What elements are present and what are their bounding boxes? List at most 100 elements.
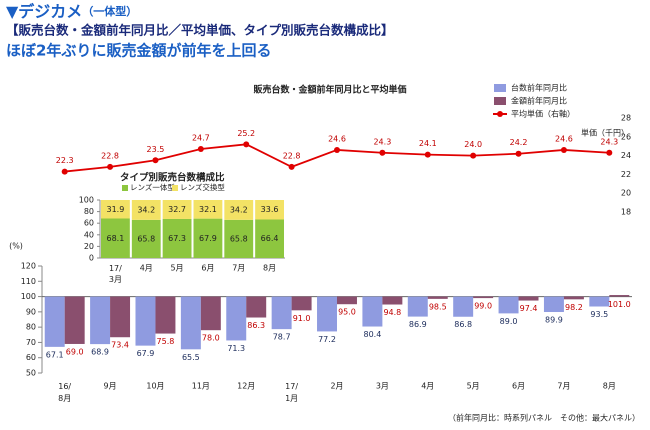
bar <box>473 296 494 299</box>
value-label: 33.6 <box>261 205 279 214</box>
stack-segment <box>255 200 284 220</box>
y-tick-label: 50 <box>26 369 36 378</box>
title-note: （一体型） <box>82 4 137 18</box>
bar <box>200 296 221 331</box>
value-label: 32.7 <box>168 205 186 214</box>
y-tick-label: 70 <box>26 338 36 347</box>
value-label: 91.0 <box>293 314 311 323</box>
x-tick-label: 10月 <box>146 382 164 391</box>
bar <box>337 296 357 305</box>
bar <box>453 296 474 317</box>
value-label: 68.1 <box>107 234 125 243</box>
bar <box>407 296 428 317</box>
value-label: 67.1 <box>46 350 64 359</box>
x-tick-label: 5月 <box>171 264 184 273</box>
bar <box>44 296 65 347</box>
value-label: 86.8 <box>454 320 472 329</box>
stack-segment <box>193 200 223 219</box>
x-tick-label: 17/3月 <box>109 264 122 284</box>
bar <box>317 296 337 332</box>
y-tick-label: 120 <box>21 262 36 271</box>
stack-segment <box>255 219 284 258</box>
value-label: 34.2 <box>230 205 248 214</box>
stack-segment <box>193 218 223 258</box>
y-tick-label: 100 <box>79 196 94 205</box>
y2-tick-label: 20 <box>621 189 631 198</box>
price-point <box>379 149 386 156</box>
bar <box>246 296 267 318</box>
stack-segment <box>101 200 130 219</box>
value-label: 69.0 <box>66 347 84 356</box>
subtitle: 【販売台数・金額前年同月比／平均単価、タイプ別販売台数構成比】 <box>6 23 394 38</box>
value-label: 75.8 <box>157 337 175 346</box>
x-tick-label: 12月 <box>237 382 255 391</box>
price-point <box>107 163 114 170</box>
legend-label: 台数前年同月比 <box>511 83 567 93</box>
value-label: 99.0 <box>474 302 492 311</box>
x-tick-label: 4月 <box>421 382 434 391</box>
y-tick-label: 80 <box>84 207 94 216</box>
bar <box>498 296 519 314</box>
value-label: 98.5 <box>429 302 447 311</box>
bar <box>362 296 383 327</box>
price-point <box>152 157 159 164</box>
price-point <box>197 146 204 153</box>
footnote: （前年同月比：時系列パネル その他：最大パネル） <box>448 413 640 423</box>
value-label: 66.4 <box>261 234 279 243</box>
value-label: 71.3 <box>227 344 245 353</box>
value-label: 78.7 <box>273 333 291 342</box>
x-tick-label: 7月 <box>557 382 570 391</box>
y-tick-label: 40 <box>84 230 94 239</box>
value-label: 65.5 <box>182 353 200 362</box>
y-tick-label: 100 <box>21 292 36 301</box>
legend-label: 平均単価（右軸） <box>511 109 575 119</box>
bar <box>110 296 131 338</box>
price-point <box>560 146 567 153</box>
x-tick-label: 3月 <box>376 382 389 391</box>
price-point <box>424 151 431 158</box>
legend-swatch <box>494 97 506 105</box>
legend-swatch <box>497 111 503 117</box>
bar <box>518 296 539 301</box>
y2-tick-label: 18 <box>621 208 631 217</box>
value-label: 101.0 <box>608 300 631 309</box>
stack-segment <box>162 218 192 258</box>
value-label: 24.1 <box>419 139 437 148</box>
value-label: 98.2 <box>565 303 583 312</box>
legend-label: 金額前年同月比 <box>511 96 567 106</box>
title-main: ▼デジカメ <box>6 2 82 21</box>
bar <box>563 296 584 300</box>
stack-segment <box>131 219 161 258</box>
y-tick-label: 80 <box>26 323 36 332</box>
value-label: 94.8 <box>383 308 401 317</box>
value-label: 86.3 <box>247 321 265 330</box>
value-label: 89.9 <box>545 316 563 325</box>
stack-segment <box>224 200 254 220</box>
price-point <box>288 163 295 170</box>
value-label: 77.2 <box>318 335 336 344</box>
bar <box>64 296 85 344</box>
value-label: 34.2 <box>137 205 155 214</box>
bar <box>291 296 312 311</box>
value-label: 32.1 <box>199 205 217 214</box>
y-tick-label: 60 <box>26 353 36 362</box>
value-label: 24.6 <box>328 134 346 143</box>
bar <box>135 296 156 346</box>
y2-tick-label: 22 <box>621 170 631 179</box>
inset-title: タイプ別販売台数構成比 <box>120 172 225 184</box>
value-label: 31.9 <box>107 205 125 214</box>
stack-segment <box>162 200 192 219</box>
legend-swatch <box>172 185 178 191</box>
value-label: 97.4 <box>520 304 538 313</box>
headline: ほぼ2年ぶりに販売金額が前年を上回る <box>6 42 271 60</box>
bar <box>155 296 176 334</box>
price-point <box>515 150 522 157</box>
bar <box>180 296 201 350</box>
bar <box>427 296 448 299</box>
x-tick-label: 6月 <box>201 264 214 273</box>
bar <box>226 296 247 341</box>
y-tick-label: 110 <box>21 277 36 286</box>
stack-segment <box>101 218 130 258</box>
value-label: 22.3 <box>56 156 74 165</box>
price-point <box>61 168 68 175</box>
